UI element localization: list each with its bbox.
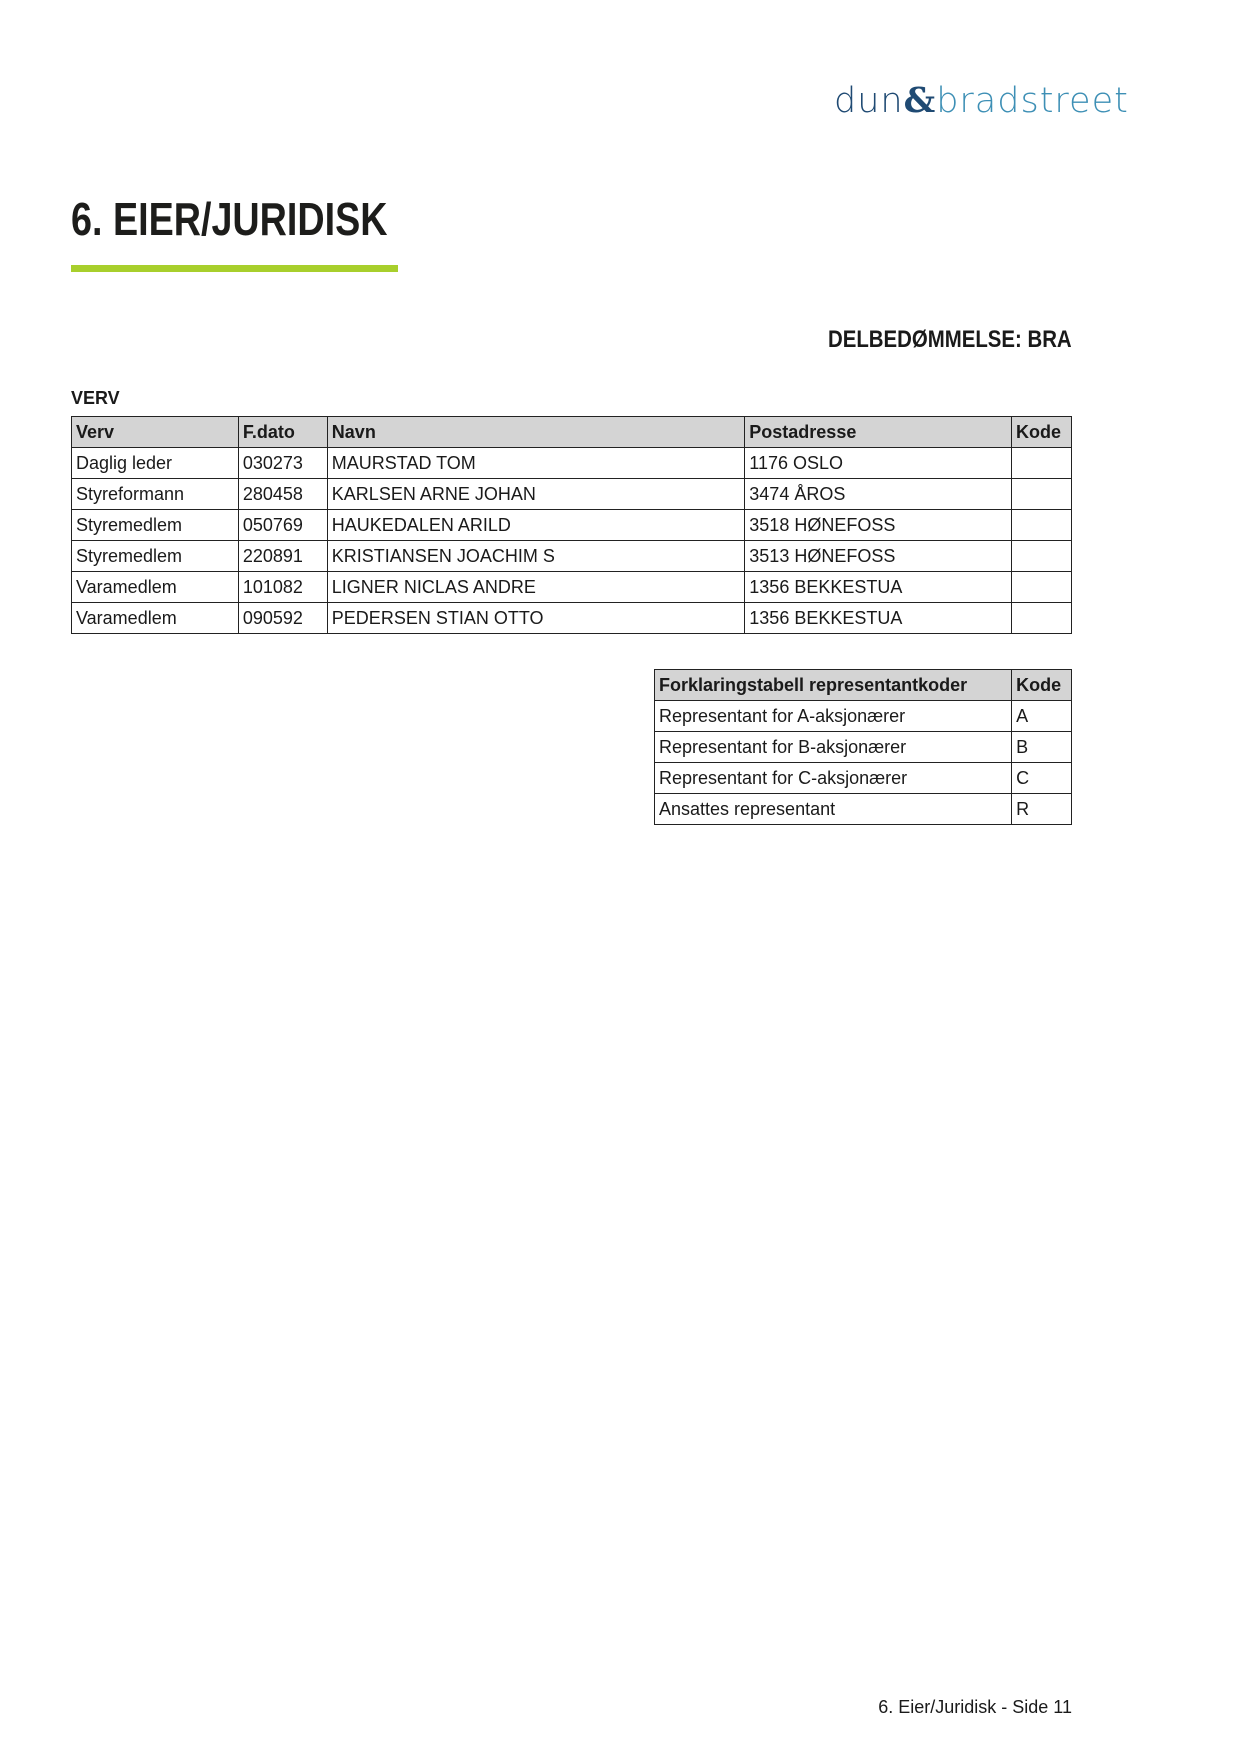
table-cell: Styreformann xyxy=(71,478,239,510)
table-row: Varamedlem 101082 LIGNER NICLAS ANDRE 1356 … xyxy=(71,571,1073,603)
rating-label: DELBEDØMMELSE: BRA xyxy=(828,326,1072,353)
table-cell: PEDERSEN STIAN OTTO xyxy=(326,602,746,634)
table-cell: 101082 xyxy=(237,571,328,603)
table-cell: Styremedlem xyxy=(71,540,239,572)
table-cell: 280458 xyxy=(237,478,328,510)
logo-text-dun: dun xyxy=(834,81,904,121)
page-footer: 6. Eier/Juridisk - Side 11 xyxy=(878,1697,1072,1717)
header-fdato: F.dato xyxy=(237,416,328,448)
table-cell: Varamedlem xyxy=(71,571,239,603)
table-row: Daglig leder 030273 MAURSTAD TOM 1176 OSLO xyxy=(71,447,1073,479)
table-row: Ansattes representant R xyxy=(653,793,1072,825)
table-cell: MAURSTAD TOM xyxy=(326,447,746,479)
table-cell: R xyxy=(1011,793,1072,825)
table-cell: Styremedlem xyxy=(71,509,239,541)
table-cell: 090592 xyxy=(237,602,328,634)
table-row: Representant for C-aksjonærer C xyxy=(653,762,1072,794)
table-cell: HAUKEDALEN ARILD xyxy=(326,509,746,541)
table-cell: 1356 BEKKESTUA xyxy=(744,571,1012,603)
table-row: Styremedlem 220891 KRISTIANSEN JOACHIM S 35… xyxy=(71,540,1073,572)
table-cell: Representant for A-aksjonærer xyxy=(653,700,1013,732)
table-row: Styreformann 280458 KARLSEN ARNE JOHAN 3474… xyxy=(71,478,1073,510)
table-cell xyxy=(1010,478,1073,510)
header-kode: Kode xyxy=(1011,669,1072,701)
logo-text-bradstreet: bradstreet xyxy=(936,81,1129,121)
table-cell xyxy=(1010,602,1073,634)
table-header-row: Verv F.dato Navn Postadresse Kode xyxy=(71,416,1073,448)
dun-bradstreet-logo: dun&bradstreet xyxy=(834,80,1129,121)
table-cell: 3518 HØNEFOSS xyxy=(744,509,1012,541)
table-cell: C xyxy=(1011,762,1072,794)
header-verv: Verv xyxy=(71,416,239,448)
code-explanation-table: Forklaringstabell representantkoder Kode… xyxy=(653,669,1072,825)
header-forklaring: Forklaringstabell representantkoder xyxy=(653,669,1013,701)
logo-ampersand: & xyxy=(903,80,937,121)
table-cell: 1176 OSLO xyxy=(744,447,1012,479)
table-cell xyxy=(1010,571,1073,603)
header-kode: Kode xyxy=(1010,416,1073,448)
title-underline xyxy=(71,265,398,272)
table-row: Representant for B-aksjonærer B xyxy=(653,731,1072,763)
table-cell xyxy=(1010,509,1073,541)
table-cell xyxy=(1010,540,1073,572)
table-cell: Daglig leder xyxy=(71,447,239,479)
table-cell: 220891 xyxy=(237,540,328,572)
table-cell: 1356 BEKKESTUA xyxy=(744,602,1012,634)
page-title: 6. EIER/JURIDISK xyxy=(71,193,388,245)
table-cell: LIGNER NICLAS ANDRE xyxy=(326,571,746,603)
table-cell: 3513 HØNEFOSS xyxy=(744,540,1012,572)
table-cell: KARLSEN ARNE JOHAN xyxy=(326,478,746,510)
verv-table: Verv F.dato Navn Postadresse Kode Daglig… xyxy=(71,416,1073,634)
table-row: Styremedlem 050769 HAUKEDALEN ARILD 3518 HØ… xyxy=(71,509,1073,541)
table-cell: Varamedlem xyxy=(71,602,239,634)
header-postadresse: Postadresse xyxy=(744,416,1012,448)
table-cell: A xyxy=(1011,700,1072,732)
table-cell: Representant for B-aksjonærer xyxy=(653,731,1013,763)
table-cell: KRISTIANSEN JOACHIM S xyxy=(326,540,746,572)
table-cell: B xyxy=(1011,731,1072,763)
table-cell: 3474 ÅROS xyxy=(744,478,1012,510)
table-cell: 050769 xyxy=(237,509,328,541)
table-cell: 030273 xyxy=(237,447,328,479)
header-navn: Navn xyxy=(326,416,746,448)
table-row: Varamedlem 090592 PEDERSEN STIAN OTTO 1356 … xyxy=(71,602,1073,634)
table-cell xyxy=(1010,447,1073,479)
table-cell: Ansattes representant xyxy=(653,793,1013,825)
section-title: VERV xyxy=(71,388,120,408)
table-row: Representant for A-aksjonærer A xyxy=(653,700,1072,732)
table-cell: Representant for C-aksjonærer xyxy=(653,762,1013,794)
table-header-row: Forklaringstabell representantkoder Kode xyxy=(653,669,1072,701)
